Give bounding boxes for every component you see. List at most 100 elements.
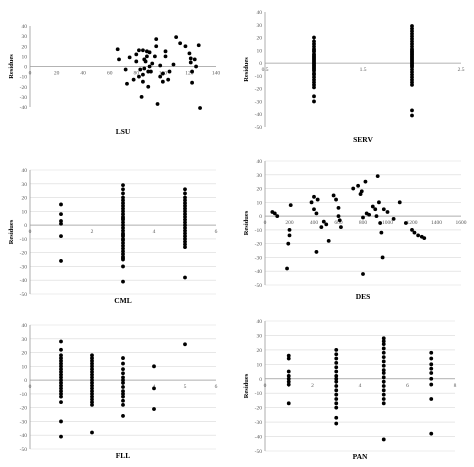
x-axis-label: DES xyxy=(356,292,371,301)
data-point xyxy=(286,241,291,246)
data-point xyxy=(154,44,159,49)
data-point xyxy=(381,339,386,344)
data-point xyxy=(90,356,94,360)
data-point xyxy=(312,35,316,40)
y-tick-label: -50 xyxy=(20,447,28,453)
data-point xyxy=(163,54,168,59)
y-tick-label: -30 xyxy=(20,95,28,101)
data-point xyxy=(334,405,339,410)
x-tick-label: 6 xyxy=(406,383,409,389)
x-tick-label: 2 xyxy=(91,229,94,235)
y-tick-label: 40 xyxy=(257,10,263,16)
data-point xyxy=(167,69,172,74)
data-point xyxy=(339,225,343,230)
data-point xyxy=(139,94,144,99)
data-point xyxy=(198,106,202,110)
data-point xyxy=(137,74,141,79)
data-point xyxy=(192,57,197,62)
data-point xyxy=(361,215,365,220)
chart-panel-6: 403020100-10-20-30-40-50012345678Residue… xyxy=(243,319,457,461)
y-tick-label: 20 xyxy=(22,351,28,357)
data-point xyxy=(178,41,183,46)
data-point xyxy=(183,203,187,208)
data-point xyxy=(121,356,125,360)
data-point xyxy=(312,99,316,104)
data-point xyxy=(378,221,383,225)
data-point xyxy=(183,342,187,347)
data-point xyxy=(59,434,63,439)
y-tick-label: 40 xyxy=(257,319,263,325)
data-point xyxy=(121,264,125,269)
data-point xyxy=(391,216,396,221)
data-point xyxy=(90,394,94,399)
data-point xyxy=(123,67,128,72)
data-point xyxy=(183,245,187,250)
x-tick-label: 5 xyxy=(184,384,187,390)
x-tick-label: 6 xyxy=(215,229,218,235)
y-tick-label: 0 xyxy=(259,214,262,220)
data-point xyxy=(334,392,339,397)
data-point xyxy=(312,65,316,69)
data-point xyxy=(287,233,292,238)
data-point xyxy=(312,85,316,90)
data-point xyxy=(160,79,165,84)
data-point xyxy=(90,361,94,366)
data-point xyxy=(121,403,125,407)
data-point xyxy=(183,44,188,49)
data-point xyxy=(121,389,125,394)
data-point xyxy=(59,383,63,388)
data-point xyxy=(288,203,293,207)
data-point xyxy=(361,272,365,276)
data-point xyxy=(121,198,125,203)
data-point xyxy=(315,197,320,202)
data-point xyxy=(90,369,94,374)
data-point xyxy=(324,222,329,227)
data-point xyxy=(319,225,324,230)
data-point xyxy=(334,197,338,202)
y-tick-label: 0 xyxy=(24,223,27,229)
y-tick-label: -40 xyxy=(255,269,263,275)
data-point xyxy=(121,216,125,221)
data-point xyxy=(381,397,386,401)
data-point xyxy=(410,113,414,118)
data-point xyxy=(429,382,434,387)
data-point xyxy=(275,214,280,219)
data-point xyxy=(145,54,149,59)
data-point xyxy=(429,356,434,361)
data-point xyxy=(183,217,187,222)
x-tick-label: 140 xyxy=(212,71,221,77)
y-tick-label: 20 xyxy=(22,44,28,50)
data-point xyxy=(147,64,152,69)
data-point xyxy=(121,391,125,396)
data-point xyxy=(121,414,125,418)
x-tick-label: 2 xyxy=(311,383,314,389)
data-point xyxy=(334,376,339,381)
data-point xyxy=(146,69,151,74)
data-point xyxy=(121,249,125,254)
data-point xyxy=(174,35,179,40)
data-point xyxy=(127,55,132,60)
data-point xyxy=(59,389,63,394)
data-point xyxy=(141,79,145,84)
data-point xyxy=(429,350,434,355)
data-point xyxy=(397,200,402,205)
data-point xyxy=(134,59,139,64)
data-point xyxy=(183,214,187,219)
data-point xyxy=(59,367,63,371)
data-point xyxy=(410,82,414,87)
y-tick-label: 20 xyxy=(257,187,263,193)
data-point xyxy=(160,71,165,76)
x-tick-label: 0 xyxy=(29,229,32,235)
data-point xyxy=(121,187,125,192)
y-tick-label: 30 xyxy=(257,333,263,339)
data-point xyxy=(155,102,160,106)
data-point xyxy=(183,231,187,236)
data-point xyxy=(190,69,194,74)
data-point xyxy=(312,94,316,99)
data-point xyxy=(381,355,386,360)
data-point xyxy=(183,201,187,205)
y-tick-label: 10 xyxy=(22,364,28,370)
data-point xyxy=(59,356,63,360)
data-point xyxy=(90,367,94,371)
